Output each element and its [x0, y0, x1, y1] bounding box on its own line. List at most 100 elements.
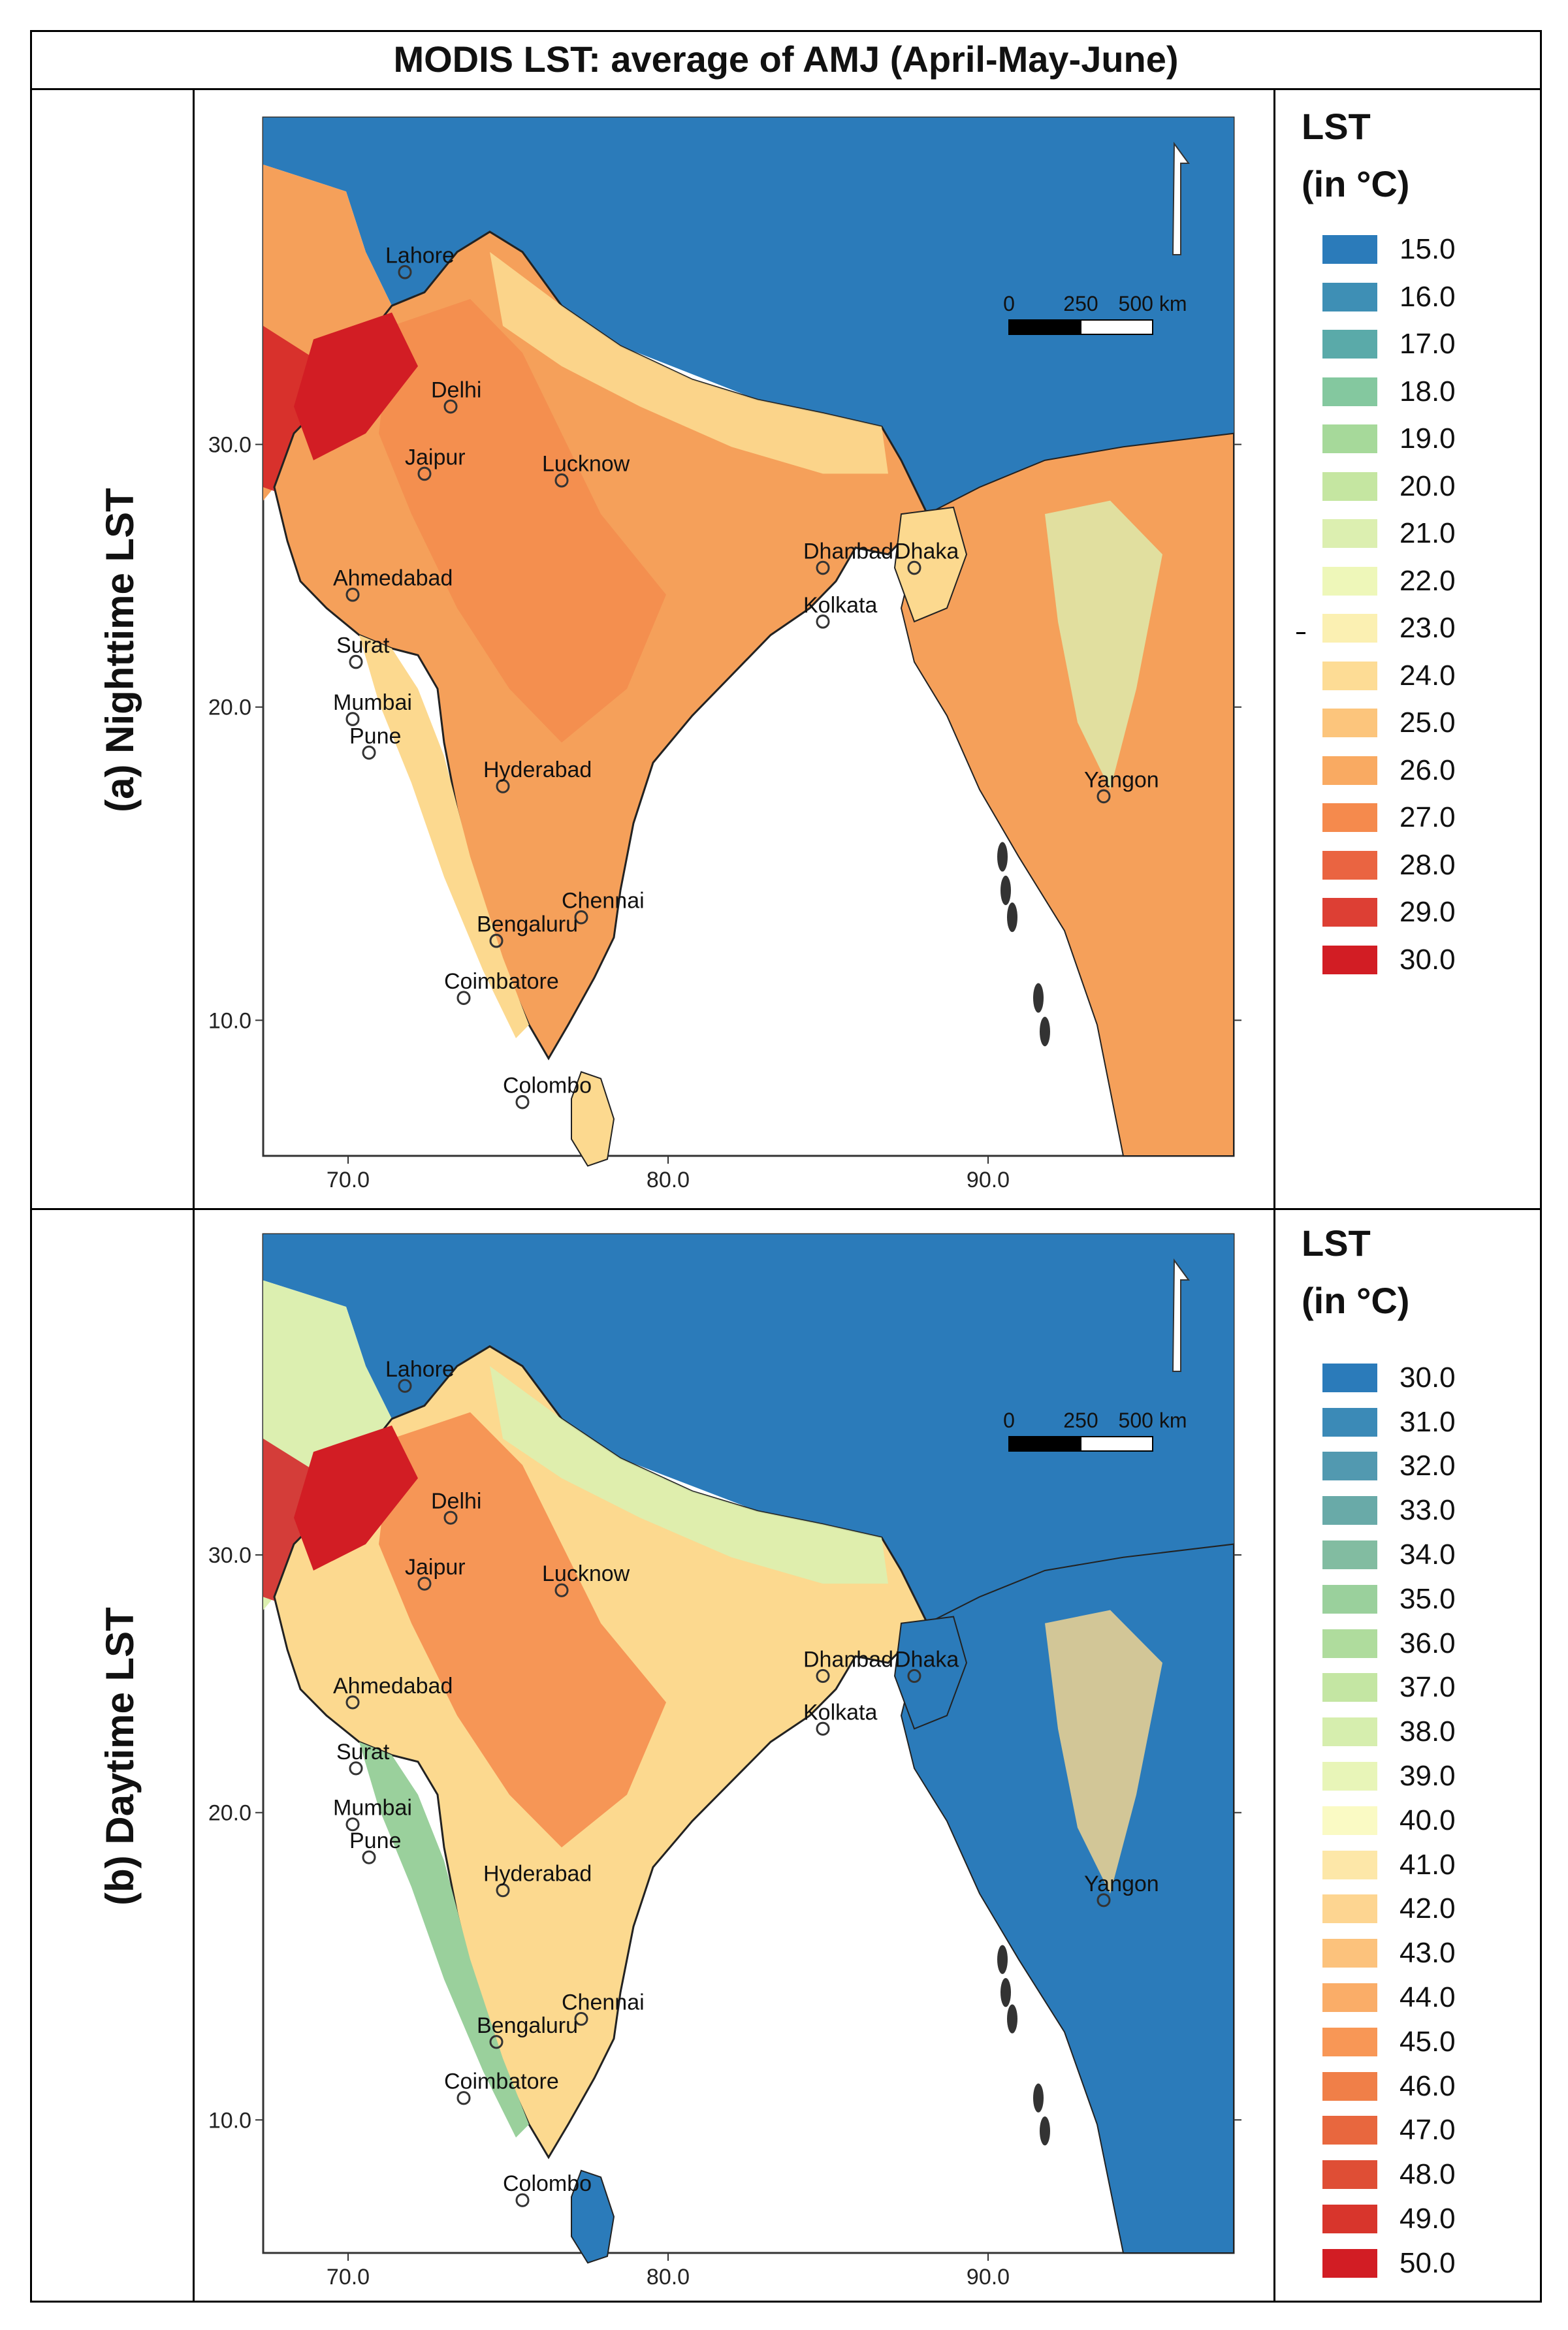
daytime-legend: LST (in °C) 30.0 31.0 32.0 33.0 34.0 35.0 36.0…: [1296, 1215, 1456, 2286]
city-marker: [443, 399, 458, 414]
figure-frame: [30, 30, 1542, 2303]
legend-item: 45.0: [1296, 2020, 1456, 2064]
legend-swatch: [1322, 945, 1377, 974]
legend-swatch: [1322, 1762, 1377, 1791]
legend-value: 17.0: [1400, 328, 1456, 360]
x-tick-label: 80.0: [647, 1168, 690, 1192]
city-label: Lucknow: [542, 1561, 630, 1586]
legend-item: 31.0: [1296, 1400, 1456, 1444]
island: [1040, 1016, 1050, 1047]
gangetic-plain: [490, 1365, 888, 1584]
legend-value: 20.0: [1400, 470, 1456, 502]
legend-swatch: [1322, 235, 1377, 264]
legend-item: 50.0: [1296, 2241, 1456, 2286]
island: [1007, 2004, 1017, 2034]
legend-swatch: [1322, 1806, 1377, 1835]
city-marker: [489, 933, 504, 948]
city-label: Lahore: [385, 1357, 455, 1382]
row-label-nighttime: (a) Nighttime LST: [97, 487, 142, 812]
legend-item: 27.0: [1296, 794, 1456, 842]
legend-swatch: [1322, 1584, 1377, 1614]
legend-item: 47.0: [1296, 2109, 1456, 2153]
city-label: Delhi: [431, 378, 481, 403]
legend-value: 18.0: [1400, 375, 1456, 407]
divider-rows: [30, 1208, 1542, 1210]
legend-swatch: [1322, 898, 1377, 927]
city-label: Jaipur: [405, 1555, 466, 1580]
city-label: Chennai: [562, 1990, 645, 2015]
island: [1000, 1977, 1011, 2007]
city-marker: [554, 473, 569, 488]
city-marker: [907, 1668, 921, 1684]
city-label: Dhaka: [895, 539, 959, 564]
legend-swatch: [1322, 1983, 1377, 2013]
city-marker: [496, 779, 510, 793]
city-marker: [456, 991, 471, 1005]
legend-item: 30.0: [1296, 936, 1456, 984]
legend-item: 24.0: [1296, 652, 1456, 700]
city-label: Ahmedabad: [333, 1674, 453, 1699]
legend-value: 15.0: [1400, 233, 1456, 266]
legend-item: 19.0: [1296, 415, 1456, 463]
city-marker: [515, 2193, 530, 2207]
legend-swatch: [1322, 2248, 1377, 2278]
x-tick-label: 90.0: [967, 1168, 1010, 1192]
city-label: Chennai: [562, 889, 645, 914]
island: [1033, 983, 1044, 1013]
legend-swatch: [1322, 282, 1377, 311]
sri-lanka: [571, 1071, 615, 1167]
plateau-region: [263, 118, 1234, 515]
legend-item: 35.0: [1296, 1577, 1456, 1621]
legend-swatch: [1322, 2205, 1377, 2234]
legend-item: 29.0: [1296, 889, 1456, 936]
legend-item: 46.0: [1296, 2064, 1456, 2109]
legend-swatch: [1322, 1717, 1377, 1747]
city-marker: [362, 745, 376, 760]
legend-value: 30.0: [1400, 1361, 1456, 1394]
city-label: Surat: [336, 1740, 390, 1764]
city-marker: [1096, 789, 1111, 804]
island: [1040, 2116, 1050, 2146]
legend-item: 40.0: [1296, 1798, 1456, 1843]
city-label: Colombo: [503, 2171, 592, 2196]
legend-value: 29.0: [1400, 896, 1456, 929]
island: [1007, 902, 1017, 933]
legend-swatch: [1322, 2071, 1377, 2101]
legend-swatch: [1322, 661, 1377, 690]
scale-label: 500 km: [1119, 292, 1187, 315]
legend-item: 26.0: [1296, 747, 1456, 795]
city-label: Kolkata: [803, 1700, 877, 1725]
divider-legend-col: [1273, 90, 1275, 2303]
city-label: Hyderabad: [483, 1862, 592, 1887]
legend-item: 17.0: [1296, 321, 1456, 368]
bangladesh-region: [893, 1616, 968, 1730]
daytime-lst-map: Lahore Delhi Jaipur Lucknow Ahmedabad Dhanbad…: [208, 1233, 1241, 2290]
city-marker: [1096, 1893, 1111, 1907]
legend-value: 21.0: [1400, 517, 1456, 550]
y-tick-label: 20.0: [208, 695, 251, 720]
legend-item: 30.0: [1296, 1356, 1456, 1400]
y-tick-label: 20.0: [208, 1801, 251, 1826]
legend-swatch: [1322, 1407, 1377, 1437]
scale-bar-black: [1008, 1436, 1081, 1452]
legend-value: 27.0: [1400, 801, 1456, 834]
city-label: Coimbatore: [444, 969, 559, 994]
legend-value: 26.0: [1400, 754, 1456, 786]
legend-unit: (in °C): [1302, 1280, 1410, 1321]
city-label: Hyderabad: [483, 758, 592, 782]
legend-swatch: [1322, 850, 1377, 880]
legend-value: 32.0: [1400, 1450, 1456, 1482]
legend-swatch: [1322, 709, 1377, 738]
legend-value: 41.0: [1400, 1848, 1456, 1881]
legend-item: 49.0: [1296, 2197, 1456, 2241]
island: [997, 842, 1008, 872]
legend-swatch: [1322, 519, 1377, 549]
legend-value: 16.0: [1400, 280, 1456, 313]
scale-label: 500 km: [1119, 1409, 1187, 1432]
x-tick-label: 70.0: [327, 1168, 370, 1192]
legend-value: 30.0: [1400, 943, 1456, 976]
scale-label: 250: [1063, 292, 1098, 315]
legend-item: 42.0: [1296, 1887, 1456, 1932]
rajasthan-hot-zone: [294, 1425, 418, 1571]
legend-item: 33.0: [1296, 1488, 1456, 1533]
